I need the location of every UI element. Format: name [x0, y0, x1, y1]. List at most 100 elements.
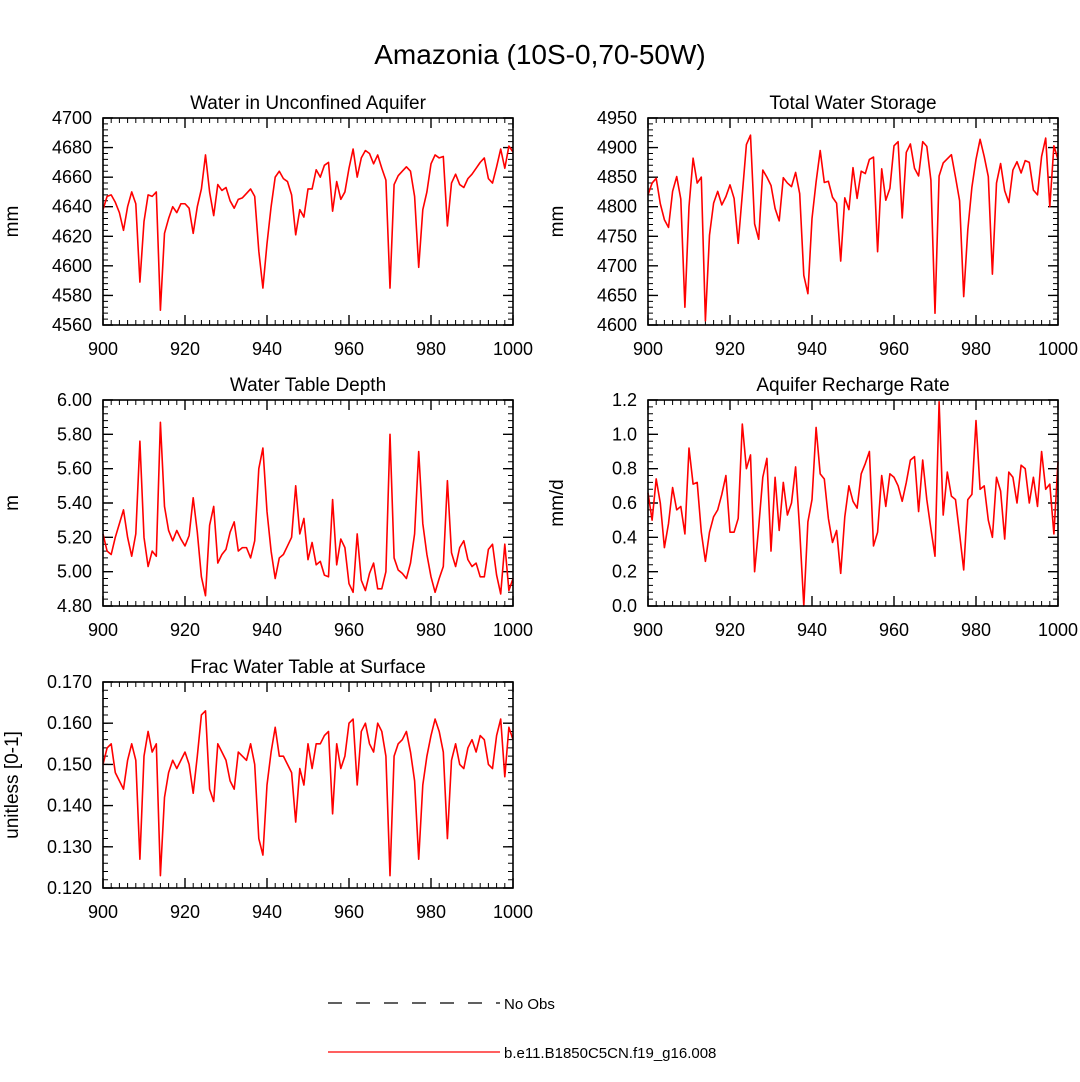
legend-no-obs-label: No Obs — [504, 996, 555, 1013]
y-tick-label: 4600 — [597, 315, 637, 335]
y-tick-label: 1.2 — [612, 390, 637, 410]
y-tick-label: 0.6 — [612, 493, 637, 513]
y-axis-label: mm — [547, 206, 568, 238]
y-tick-label: 4620 — [52, 226, 92, 246]
chart-title: Aquifer Recharge Rate — [756, 375, 949, 396]
chart-water-table-depth: Water Table Depth m 900 920 940 960 980 1000 4.8… — [2, 375, 533, 640]
y-tick-label: 6.00 — [57, 390, 92, 410]
x-tick-label: 940 — [252, 620, 282, 640]
x-tick-label: 1000 — [493, 902, 533, 922]
x-tick-label: 920 — [170, 339, 200, 359]
x-tick-label: 1000 — [1038, 339, 1078, 359]
x-tick-label: 960 — [879, 620, 909, 640]
y-tick-label: 4560 — [52, 315, 92, 335]
x-tick-label: 900 — [633, 339, 663, 359]
x-tick-label: 960 — [334, 620, 364, 640]
x-tick-label: 980 — [416, 339, 446, 359]
x-tick-label: 980 — [961, 339, 991, 359]
chart-title: Water Table Depth — [230, 375, 386, 396]
x-tick-label: 900 — [633, 620, 663, 640]
legend: No Obs b.e11.B1850C5CN.f19_g16.008 — [328, 996, 716, 1062]
y-tick-label: 4750 — [597, 226, 637, 246]
x-tick-label: 920 — [715, 620, 745, 640]
series-line-b-e11-b1850c5cn-f19-g16-008 — [647, 400, 1059, 607]
x-tick-label: 960 — [334, 902, 364, 922]
y-tick-label: 4650 — [597, 285, 637, 305]
plot-frame — [102, 399, 514, 607]
series-line-b-e11-b1850c5cn-f19-g16-008 — [102, 145, 514, 312]
x-tick-label: 1000 — [493, 620, 533, 640]
chart-title: Water in Unconfined Aquifer — [190, 93, 427, 114]
minor-ticks — [647, 399, 1059, 607]
figure-title: Amazonia (10S-0,70-50W) — [374, 39, 705, 70]
x-tick-label: 1000 — [1038, 620, 1078, 640]
y-tick-label: 0.150 — [47, 754, 92, 774]
x-tick-label: 980 — [416, 902, 446, 922]
series-line-b-e11-b1850c5cn-f19-g16-008 — [647, 134, 1059, 322]
chart-aquifer-recharge-rate: Aquifer Recharge Rate mm/d 900 920 940 960 980… — [547, 375, 1078, 640]
minor-ticks — [647, 117, 1059, 326]
x-tick-label: 900 — [88, 902, 118, 922]
y-axis-label: m — [2, 495, 23, 511]
x-tick-label: 960 — [879, 339, 909, 359]
y-tick-label: 4600 — [52, 256, 92, 276]
y-tick-label: 5.60 — [57, 459, 92, 479]
x-tick-label: 1000 — [493, 339, 533, 359]
x-tick-label: 920 — [170, 620, 200, 640]
y-tick-label: 0.130 — [47, 837, 92, 857]
y-tick-label: 4680 — [52, 138, 92, 158]
y-tick-label: 4660 — [52, 167, 92, 187]
y-tick-label: 5.80 — [57, 424, 92, 444]
chart-frac-water-table-at-surface: Frac Water Table at Surface unitless [0-1… — [2, 657, 533, 922]
y-axis-label: mm — [2, 206, 23, 238]
y-tick-label: 0.4 — [612, 527, 637, 547]
plot-frame — [647, 399, 1059, 607]
chart-water-in-unconfined-aquifer: Water in Unconfined Aquifer mm 900 920 940 96… — [2, 93, 533, 359]
y-tick-label: 0.2 — [612, 562, 637, 582]
y-axis-label: unitless [0-1] — [2, 731, 23, 839]
y-tick-label: 4.80 — [57, 596, 92, 616]
x-tick-label: 940 — [797, 620, 827, 640]
y-tick-label: 1.0 — [612, 424, 637, 444]
x-tick-label: 920 — [170, 902, 200, 922]
y-tick-label: 4700 — [597, 256, 637, 276]
plot-frame — [647, 117, 1059, 326]
y-tick-label: 0.8 — [612, 459, 637, 479]
x-tick-label: 940 — [797, 339, 827, 359]
y-axis-label: mm/d — [547, 479, 568, 527]
x-tick-label: 900 — [88, 339, 118, 359]
x-tick-label: 980 — [961, 620, 991, 640]
y-tick-label: 4950 — [597, 108, 637, 128]
series-line-b-e11-b1850c5cn-f19-g16-008 — [102, 710, 514, 877]
y-tick-label: 5.20 — [57, 527, 92, 547]
x-tick-label: 940 — [252, 902, 282, 922]
chart-total-water-storage: Total Water Storage mm 900 920 940 960 980 1000… — [547, 93, 1078, 359]
x-tick-label: 980 — [416, 620, 446, 640]
y-tick-label: 4800 — [597, 197, 637, 217]
y-tick-label: 4850 — [597, 167, 637, 187]
x-tick-label: 900 — [88, 620, 118, 640]
y-tick-label: 0.140 — [47, 796, 92, 816]
y-tick-label: 5.00 — [57, 562, 92, 582]
y-tick-label: 4700 — [52, 108, 92, 128]
x-tick-label: 940 — [252, 339, 282, 359]
y-tick-label: 5.40 — [57, 493, 92, 513]
y-tick-label: 0.120 — [47, 878, 92, 898]
plot-frame — [102, 117, 514, 326]
y-tick-label: 0.170 — [47, 672, 92, 692]
x-tick-label: 960 — [334, 339, 364, 359]
y-tick-label: 4580 — [52, 285, 92, 305]
x-tick-label: 920 — [715, 339, 745, 359]
series-line-b-e11-b1850c5cn-f19-g16-008 — [102, 421, 514, 597]
chart-title: Frac Water Table at Surface — [190, 657, 426, 678]
minor-ticks — [102, 117, 514, 326]
y-tick-label: 0.0 — [612, 596, 637, 616]
plot-frame — [102, 681, 514, 889]
legend-model-label: b.e11.B1850C5CN.f19_g16.008 — [504, 1045, 716, 1062]
y-tick-label: 0.160 — [47, 713, 92, 733]
y-tick-label: 4640 — [52, 197, 92, 217]
minor-ticks — [102, 681, 514, 889]
y-tick-label: 4900 — [597, 138, 637, 158]
chart-title: Total Water Storage — [769, 93, 936, 114]
